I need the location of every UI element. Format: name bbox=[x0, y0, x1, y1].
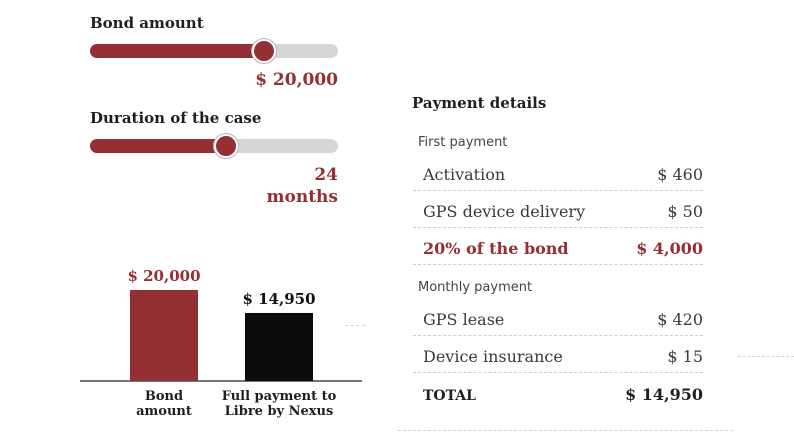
bond-amount-slider[interactable] bbox=[90, 39, 338, 63]
total-label: TOTAL bbox=[423, 388, 476, 404]
slider-fill bbox=[90, 44, 264, 58]
bond-amount-label: Bond amount bbox=[90, 14, 204, 32]
payment-row-bond-percent: 20% of the bond $ 4,000 bbox=[413, 229, 703, 265]
row-amount: $ 15 bbox=[667, 347, 703, 366]
row-name: Device insurance bbox=[423, 347, 563, 366]
bar bbox=[245, 312, 313, 381]
payment-row-device-insurance: Device insurance $ 15 bbox=[413, 337, 703, 373]
divider bbox=[738, 356, 794, 357]
category-label: Full payment to bbox=[222, 389, 337, 404]
payment-row-gps-delivery: GPS device delivery $ 50 bbox=[413, 192, 703, 228]
slider-thumb[interactable] bbox=[214, 134, 239, 158]
row-amount: $ 50 bbox=[667, 202, 703, 221]
duration-slider[interactable] bbox=[90, 134, 338, 158]
row-name: GPS device delivery bbox=[423, 202, 586, 221]
payment-details-title: Payment details bbox=[412, 94, 547, 112]
row-amount: $ 460 bbox=[657, 165, 703, 184]
row-amount: $ 420 bbox=[657, 310, 703, 329]
duration-label: Duration of the case bbox=[90, 109, 262, 127]
category-label: Bond bbox=[145, 389, 183, 404]
first-payment-label: First payment bbox=[418, 135, 508, 150]
divider bbox=[345, 325, 365, 326]
row-name: 20% of the bond bbox=[423, 239, 569, 258]
slider-thumb[interactable] bbox=[251, 39, 276, 63]
total-amount: $ 14,950 bbox=[625, 385, 703, 404]
slider-fill bbox=[90, 139, 227, 153]
row-name: Activation bbox=[423, 165, 506, 184]
payment-row-activation: Activation $ 460 bbox=[413, 155, 703, 191]
duration-value: 24 months bbox=[267, 164, 338, 208]
category-label: amount bbox=[136, 404, 192, 419]
bar bbox=[130, 290, 198, 381]
row-name: GPS lease bbox=[423, 310, 505, 329]
divider bbox=[398, 430, 733, 431]
duration-unit: months bbox=[266, 187, 338, 207]
bar-value-label: $ 14,950 bbox=[242, 290, 315, 308]
monthly-payment-label: Monthly payment bbox=[418, 280, 533, 295]
bond-amount-value: $ 20,000 bbox=[255, 70, 338, 90]
duration-number: 24 bbox=[314, 165, 338, 185]
payment-row-total: TOTAL $ 14,950 bbox=[413, 374, 703, 410]
bar-value-label: $ 20,000 bbox=[127, 267, 200, 285]
row-amount: $ 4,000 bbox=[636, 239, 703, 258]
payment-row-gps-lease: GPS lease $ 420 bbox=[413, 300, 703, 336]
category-label: Libre by Nexus bbox=[225, 404, 334, 419]
